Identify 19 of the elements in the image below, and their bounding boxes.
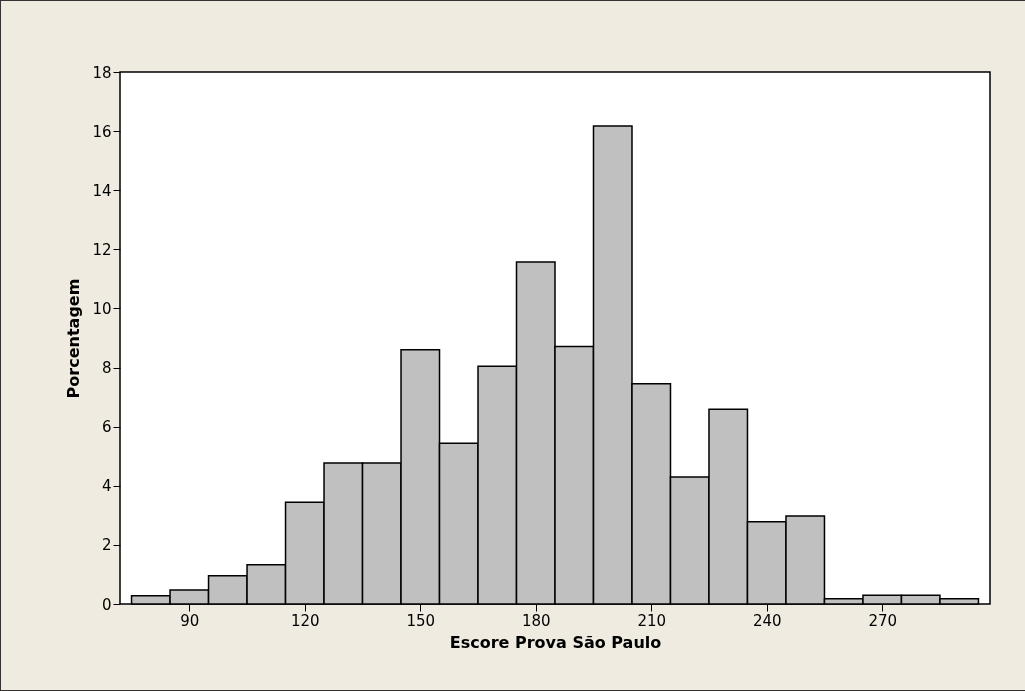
y-tick-label: 4 [101, 477, 112, 496]
x-tick-label: 240 [752, 611, 782, 630]
y-tick-label: 6 [101, 418, 112, 437]
y-tick-label: 2 [101, 536, 112, 555]
x-axis-title: Escore Prova São Paulo [449, 632, 662, 652]
x-tick-label: 90 [180, 611, 200, 630]
y-tick-label: 18 [92, 63, 112, 82]
y-tick-label: 12 [92, 240, 112, 259]
x-tick-label: 180 [521, 611, 551, 630]
y-tick-label: 14 [92, 181, 112, 200]
y-tick-label: 16 [92, 122, 112, 141]
x-tick-label: 120 [290, 611, 320, 630]
x-tick-label: 210 [637, 611, 667, 630]
y-tick-label: 0 [101, 595, 112, 614]
y-axis-title: Porcentagem [64, 278, 84, 399]
y-tick-label: 10 [92, 299, 112, 318]
x-tick-label: 270 [868, 611, 898, 630]
x-tick-label: 150 [406, 611, 436, 630]
y-tick-label: 8 [101, 359, 112, 378]
